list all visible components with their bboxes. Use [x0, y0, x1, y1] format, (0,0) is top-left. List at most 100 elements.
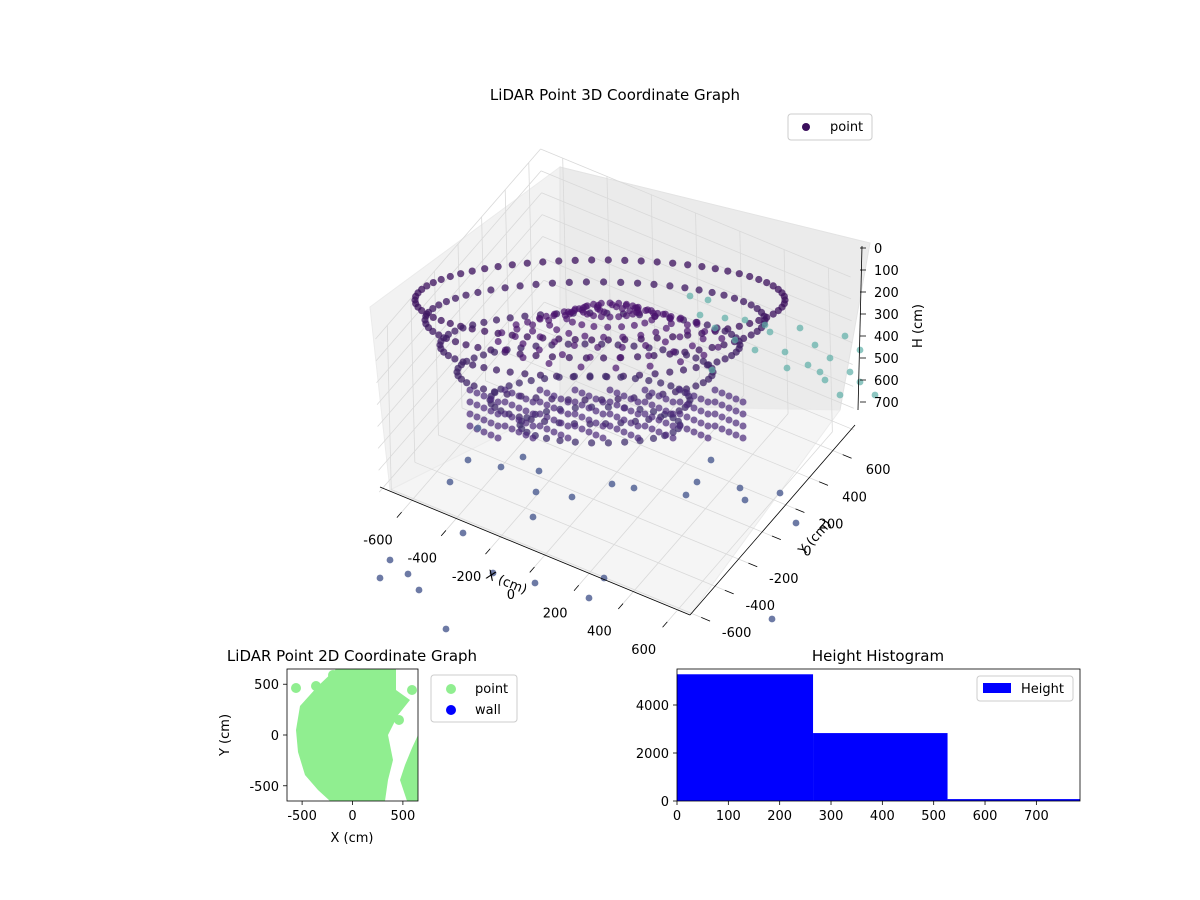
scatter-point-3d	[519, 354, 527, 362]
scatter-point-3d	[564, 410, 572, 418]
z-tick-label-3d: 700	[874, 396, 899, 411]
scatter-point-3d	[698, 263, 706, 271]
scatter-point-3d	[704, 434, 712, 442]
scatter-point-3d	[613, 413, 621, 421]
scatter-point-3d	[542, 434, 551, 442]
scatter-point-3d	[550, 392, 558, 400]
scatter-point-3d	[659, 310, 667, 318]
scatter-point-3d	[735, 322, 743, 330]
scatter-point-3d	[700, 351, 708, 359]
scatter-point-3d	[614, 395, 622, 403]
histogram-bar	[947, 799, 1080, 801]
scatter-point-3d	[781, 348, 789, 356]
x-tick-label-3d: -400	[408, 552, 438, 567]
ticks-histogram: 0 100 200 300 400 500 600 700 0 2000 4000	[636, 699, 1049, 824]
scatter-point-3d	[648, 401, 656, 409]
y-tick-label-3d: 0	[803, 545, 811, 560]
scatter-point-3d	[536, 410, 544, 418]
scatter-point-3d	[494, 422, 502, 430]
scatter-point-3d	[695, 286, 703, 294]
scatter-point-3d	[560, 308, 568, 316]
scatter-point-3d	[491, 389, 499, 397]
scatter-point-3d	[512, 321, 520, 329]
scatter-point-3d	[705, 375, 713, 383]
scatter-point-3d	[741, 316, 749, 324]
chart-2d-title: LiDAR Point 2D Coordinate Graph	[227, 647, 477, 665]
scatter-point-3d	[630, 321, 638, 329]
legend-3d-marker	[802, 123, 810, 131]
scatter-point-3d	[711, 398, 719, 406]
x-tick-mark	[485, 548, 491, 555]
grid-line	[375, 170, 542, 362]
grid-line	[504, 189, 510, 354]
chart-2d: LiDAR Point 2D Coordinate Graph -500 0 500…	[218, 647, 518, 846]
y-tick-label-2d: 0	[271, 729, 279, 744]
scatter-point-3d	[437, 275, 445, 284]
scatter-point-3d	[684, 261, 692, 269]
scatter-point-3d	[415, 586, 423, 594]
scatter-point-3d	[681, 284, 689, 292]
scatter-point-3d	[696, 311, 704, 319]
scatter-point-3d	[634, 410, 642, 418]
scatter-point-3d	[718, 401, 726, 409]
z-axis-label-3d: H (cm)	[911, 304, 926, 348]
scatter-point-3d	[515, 428, 523, 436]
scatter-point-3d	[699, 379, 707, 387]
y-tick-label-2d: -500	[249, 780, 279, 795]
scatter-point-3d	[592, 431, 600, 439]
scatter-point-3d	[442, 625, 450, 633]
scatter-point-3d	[600, 278, 608, 286]
scatter-point-3d	[649, 408, 658, 416]
scatter-point-3d	[676, 410, 684, 418]
grid-line	[438, 434, 749, 564]
y-tick-label-histogram: 2000	[636, 747, 669, 762]
scatter-point-3d	[633, 304, 641, 312]
scatter-point-3d	[602, 372, 610, 380]
scatter-point-3d	[657, 379, 665, 387]
scatter-point-3d	[755, 275, 763, 284]
scatter-point-3d	[676, 315, 684, 323]
scatter-point-3d	[565, 329, 573, 337]
scatter-point-3d	[437, 316, 445, 325]
scatter-point-3d	[682, 491, 690, 499]
scatter-point-3d	[606, 422, 614, 430]
scatter-point-3d	[697, 431, 705, 439]
y-tick-label-3d: -600	[722, 626, 752, 641]
scatter-point-3d	[551, 338, 559, 346]
scatter-point-3d	[501, 284, 509, 292]
plot-frame-histogram	[676, 668, 1081, 802]
scatter-point-3d	[637, 257, 645, 265]
scatter-point-3d	[564, 340, 572, 348]
scatter-point-3d	[529, 434, 537, 442]
scatter-point-3d	[527, 377, 535, 385]
scatter-point-3d	[571, 410, 579, 418]
scatter-point-3d	[457, 361, 465, 369]
scatter-point-3d	[718, 425, 726, 433]
scatter-point-3d	[617, 373, 625, 381]
scatter-point-3d	[519, 340, 527, 348]
scatter-point-3d	[571, 422, 579, 430]
scatter-point-3d	[582, 278, 591, 286]
scatter-point-3d	[515, 404, 523, 412]
x-tick-label-3d: 400	[587, 625, 612, 640]
scatter-point-3d	[740, 298, 748, 306]
scatter-point-3d	[429, 305, 437, 313]
scatter-point-3d	[841, 332, 849, 340]
wall-strip-2d	[400, 735, 418, 801]
scatter-point-3d	[692, 354, 700, 362]
scatter-point-3d	[721, 327, 729, 335]
scatter-point-3d	[649, 309, 657, 317]
scatter-point-3d	[652, 328, 660, 336]
scatter-point-3d	[468, 267, 476, 275]
scatter-point-3d	[732, 431, 740, 439]
x-tick-mark	[529, 566, 535, 573]
x-tick-mark	[617, 603, 624, 610]
scatter-point-3d	[487, 419, 495, 427]
scatter-point-3d	[564, 434, 572, 442]
legend-2d-label-point: point	[475, 682, 508, 697]
scatter-point-3d	[570, 372, 579, 380]
scatter-point-3d	[708, 343, 716, 352]
scatter-point-3d	[571, 398, 579, 406]
x-tick-label-3d: -600	[363, 533, 393, 548]
